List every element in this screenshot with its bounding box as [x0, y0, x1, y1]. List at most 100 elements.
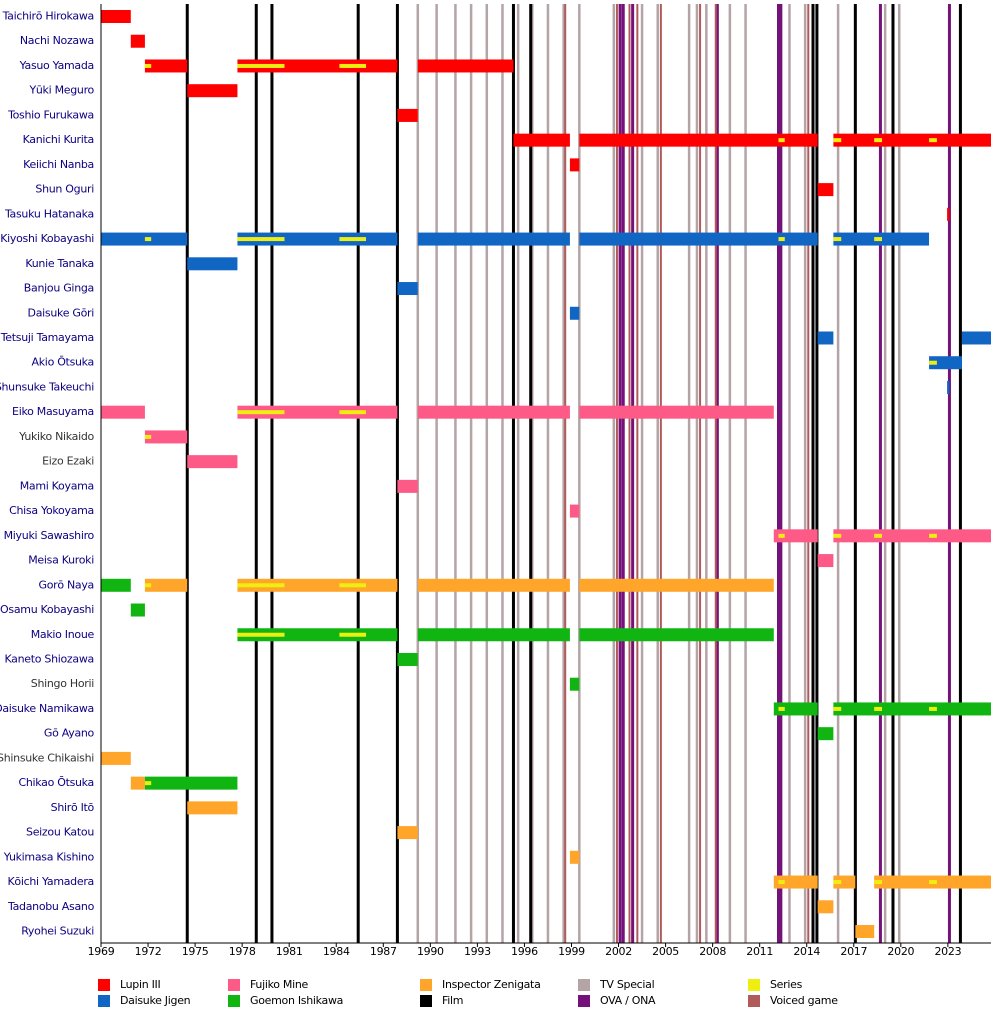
- role-bar: [569, 677, 580, 691]
- legend-swatch: [578, 995, 590, 1007]
- role-bar: [579, 133, 818, 147]
- role-bar: [417, 232, 570, 246]
- series-marker: [833, 880, 842, 885]
- role-bar: [579, 628, 774, 642]
- legend-label: Film: [442, 994, 463, 1007]
- row-label: Makio Inoue: [31, 628, 95, 641]
- x-tick-label: 1969: [88, 945, 115, 958]
- row-label: Kaneto Shiozawa: [4, 652, 94, 665]
- role-bar: [417, 628, 570, 642]
- legend-label: Series: [770, 978, 803, 991]
- x-tick-label: 2002: [605, 945, 632, 958]
- series-marker: [833, 706, 842, 711]
- series-marker: [144, 583, 152, 588]
- row-label: Yūki Meguro: [28, 84, 94, 97]
- role-bar: [397, 282, 418, 296]
- role-bar: [101, 232, 188, 246]
- series-marker: [929, 533, 937, 538]
- row-label: Daisuke Gōri: [28, 306, 95, 319]
- series-marker: [339, 632, 367, 637]
- row-label: Taichirō Hirokawa: [2, 10, 94, 23]
- role-bar: [513, 133, 570, 147]
- role-bar: [817, 331, 834, 345]
- role-bar: [833, 702, 991, 716]
- legend-label: Daisuke Jigen: [120, 994, 191, 1007]
- row-label: Tasuku Hatanaka: [4, 207, 94, 220]
- role-bar: [855, 925, 875, 939]
- x-tick-label: 1987: [370, 945, 397, 958]
- role-bar: [579, 578, 774, 592]
- role-bar: [144, 578, 188, 592]
- role-bar: [947, 207, 950, 221]
- role-bar: [237, 578, 398, 592]
- role-bar: [833, 529, 991, 543]
- series-marker: [144, 434, 152, 439]
- x-tick-label: 2008: [699, 945, 726, 958]
- role-bar: [397, 108, 418, 122]
- row-label: Gorō Naya: [38, 578, 94, 591]
- row-label: Shun Oguri: [35, 183, 94, 196]
- x-tick-label: 1981: [276, 945, 303, 958]
- row-label: Akio Ōtsuka: [32, 356, 94, 369]
- series-marker: [874, 533, 883, 538]
- axes: Taichirō Hirokawa Nachi Nozawa Yasuo Yamad…: [0, 4, 991, 958]
- role-bar: [101, 578, 131, 592]
- series-marker: [874, 237, 883, 242]
- legend-swatch: [420, 979, 432, 991]
- event-lines: [185, 4, 962, 943]
- legend-label: Inspector Zenigata: [442, 978, 541, 991]
- role-bar: [773, 875, 818, 889]
- row-label: Meisa Kuroki: [28, 554, 94, 567]
- series-marker: [778, 138, 785, 143]
- legend-label: Fujiko Mine: [250, 978, 309, 991]
- series-marker: [339, 63, 367, 68]
- row-label: Kanichi Kurita: [23, 133, 94, 146]
- series-marker: [237, 632, 285, 637]
- x-tick-label: 1984: [323, 945, 350, 958]
- role-bar: [187, 84, 238, 98]
- legend-label: Goemon Ishikawa: [250, 994, 343, 1007]
- series-marker: [833, 138, 842, 143]
- role-bar: [833, 875, 856, 889]
- x-tick-label: 2023: [934, 945, 961, 958]
- x-tick-label: 2014: [793, 945, 820, 958]
- series-marker: [339, 410, 367, 415]
- role-bar: [569, 158, 580, 172]
- legend-swatch: [98, 995, 110, 1007]
- row-label: Seizou Katou: [26, 826, 94, 839]
- series-marker: [874, 138, 883, 143]
- row-label: Mami Koyama: [20, 479, 94, 492]
- row-label: Shingo Horii: [31, 677, 94, 690]
- legend-swatch: [748, 995, 760, 1007]
- series-marker: [144, 237, 152, 242]
- row-label: Yukiko Nikaido: [18, 430, 94, 443]
- x-tick-label: 1996: [511, 945, 538, 958]
- series-marker: [929, 360, 937, 365]
- role-bar: [144, 776, 238, 790]
- series-marker: [778, 533, 785, 538]
- series-marker: [237, 583, 285, 588]
- row-label: Gō Ayano: [44, 727, 95, 740]
- x-tick-label: 1990: [417, 945, 444, 958]
- x-tick-label: 1975: [182, 945, 209, 958]
- series-marker: [929, 880, 937, 885]
- role-bar: [961, 331, 991, 345]
- row-label: Kunie Tanaka: [25, 257, 94, 270]
- role-bar: [130, 776, 145, 790]
- role-bar: [101, 10, 131, 23]
- series-marker: [339, 237, 367, 242]
- role-bar: [101, 405, 145, 419]
- role-bar: [579, 232, 818, 246]
- role-bar: [237, 232, 398, 246]
- role-bar: [417, 59, 514, 73]
- row-label: Ryohei Suzuki: [21, 925, 94, 938]
- series-marker: [833, 533, 842, 538]
- role-bar: [569, 306, 580, 320]
- role-bar: [130, 34, 145, 48]
- series-marker: [144, 63, 152, 68]
- role-bar: [397, 826, 418, 840]
- role-bar: [773, 702, 818, 716]
- role-bar: [144, 430, 188, 444]
- legend-label: Voiced game: [770, 994, 838, 1007]
- row-label: Yukimasa Kishino: [3, 850, 95, 863]
